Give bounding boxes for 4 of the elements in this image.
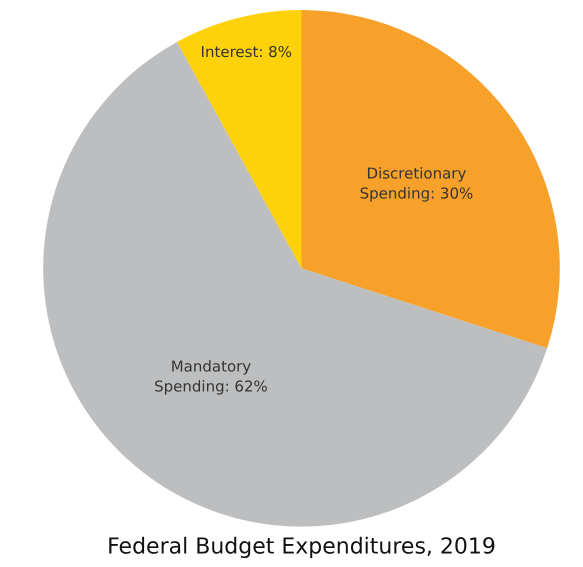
slice-label: Discretionary Spending: 30% <box>360 164 474 203</box>
slice-label: Interest: 8% <box>200 43 292 62</box>
text: Federal Budget Expenditures, 2019 <box>107 534 496 560</box>
slice-label: Mandatory Spending: 62% <box>154 358 268 396</box>
